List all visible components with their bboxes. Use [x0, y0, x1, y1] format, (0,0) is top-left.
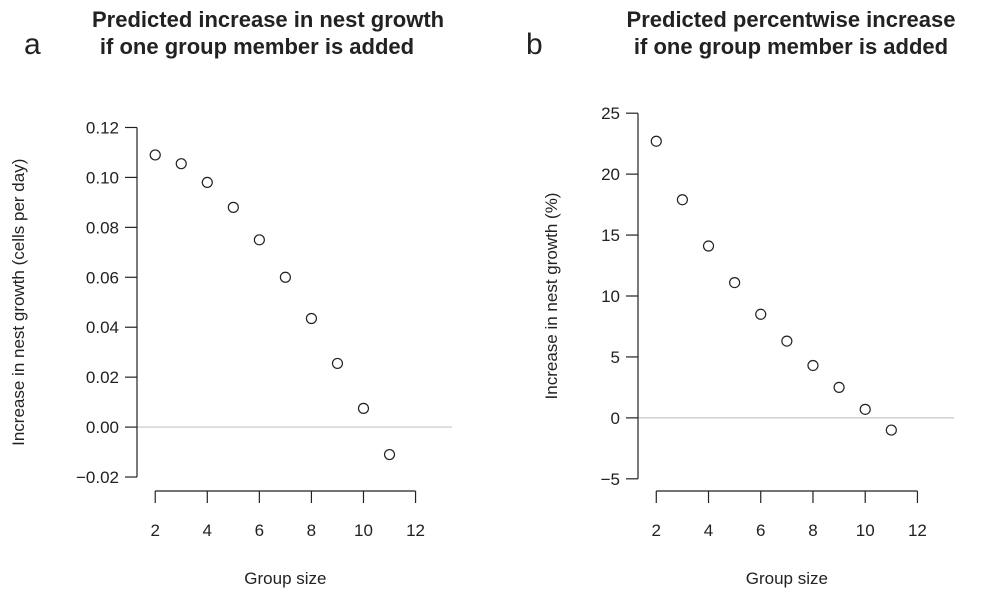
data-point-b-0	[650, 135, 662, 147]
y-tick-label-a-7: 0.12	[86, 118, 119, 137]
data-point-a-0	[149, 149, 161, 161]
data-point-b-8	[859, 403, 871, 415]
scatter-plot-b: −5 0 5 10 15 20 25 2 4 6 8 10 12 Group size Increase i…	[542, 104, 954, 588]
y-tick-label-a-5: 0.08	[86, 218, 119, 237]
y-tick-label-b-2: 5	[611, 348, 620, 367]
data-point-b-2	[702, 240, 715, 252]
data-point-b-6	[807, 359, 819, 372]
panel-letter-b: b	[526, 28, 543, 61]
y-tick-label-b-0: −5	[601, 470, 620, 489]
x-tick-label-b-4: 10	[856, 521, 875, 540]
data-point-a-6	[305, 312, 318, 325]
x-axis-label-b: Group size	[746, 569, 828, 588]
y-tick-label-a-2: 0.02	[86, 368, 119, 387]
chart-title-b: Predicted percentwise increase if one gr…	[611, 6, 971, 60]
y-axis-label-a: Increase in nest growth (cells per day)	[9, 159, 28, 446]
x-tick-label-a-1: 4	[203, 521, 212, 540]
data-point-b-5	[781, 335, 793, 347]
panel-letter-a: a	[24, 28, 41, 61]
x-tick-label-b-3: 8	[808, 521, 817, 540]
data-point-b-1	[676, 194, 688, 206]
data-point-b-9	[885, 424, 897, 436]
x-tick-label-b-0: 2	[652, 521, 661, 540]
data-point-a-3	[227, 201, 239, 213]
y-tick-label-a-3: 0.04	[86, 318, 119, 337]
y-tick-label-a-4: 0.06	[86, 268, 119, 287]
chart-title-a: Predicted increase in nest growth if one…	[92, 6, 445, 60]
y-axis-label-b: Increase in nest growth (%)	[542, 193, 561, 400]
scatter-plot-a: −0.02 0.00 0.02 0.04 0.06 0.08 0.10 0.12 2 4 6 8 10 1…	[9, 118, 452, 588]
data-point-b-7	[833, 381, 845, 394]
x-tick-label-b-1: 4	[704, 521, 713, 540]
x-tick-label-a-4: 10	[354, 521, 373, 540]
y-tick-label-b-4: 15	[601, 226, 620, 245]
data-point-a-9	[383, 448, 396, 461]
panel-a: a Predicted increase in nest growth if o…	[0, 0, 499, 592]
y-tick-label-a-0: −0.02	[76, 468, 119, 487]
y-tick-label-b-6: 25	[601, 104, 620, 123]
data-point-b-4	[755, 308, 767, 320]
panel-b: b Predicted percentwise increase if one …	[499, 0, 999, 592]
x-axis-label-a: Group size	[244, 569, 326, 588]
y-tick-label-b-3: 10	[601, 287, 620, 306]
y-tick-label-a-1: 0.00	[86, 418, 119, 437]
x-tick-label-a-2: 6	[255, 521, 264, 540]
chart-title-b-line-1: Predicted percentwise increase	[626, 7, 956, 32]
y-tick-label-b-1: 0	[611, 409, 620, 428]
x-tick-label-b-2: 6	[756, 521, 765, 540]
x-tick-label-a-0: 2	[150, 521, 159, 540]
data-point-a-5	[279, 271, 291, 283]
data-point-a-1	[175, 158, 187, 170]
data-point-a-8	[357, 402, 370, 414]
y-tick-label-b-5: 20	[601, 165, 620, 184]
x-tick-label-a-3: 8	[307, 521, 316, 540]
data-point-a-2	[201, 176, 213, 189]
data-point-b-3	[729, 276, 741, 289]
y-tick-label-a-6: 0.10	[86, 168, 119, 187]
chart-title-a-line-2: if one group member is added	[99, 34, 415, 59]
x-tick-label-b-5: 12	[908, 521, 927, 540]
data-point-a-4	[253, 234, 265, 246]
data-point-a-7	[331, 357, 344, 370]
chart-title-b-line-2: if one group member is added	[633, 34, 949, 59]
chart-title-a-line-1: Predicted increase in nest growth	[92, 7, 445, 32]
x-tick-label-a-5: 12	[406, 521, 425, 540]
